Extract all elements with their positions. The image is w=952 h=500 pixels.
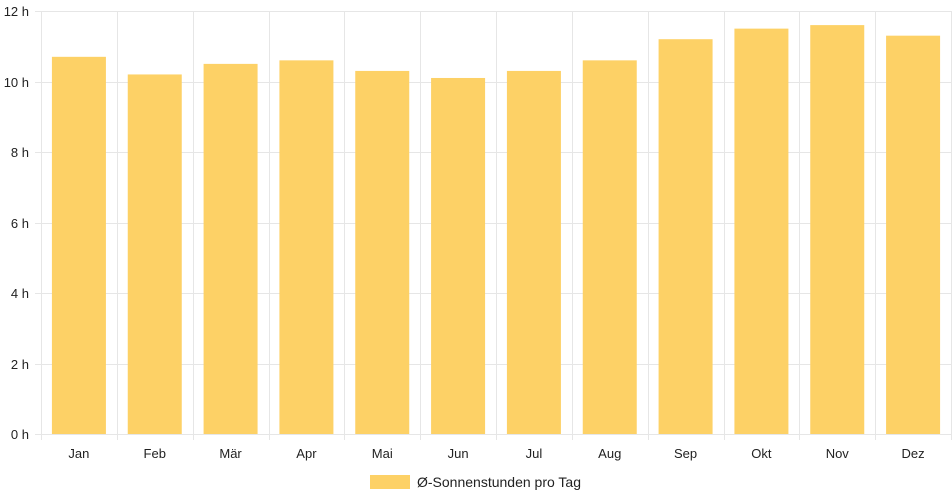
x-tick-label-1: Feb [144,446,166,461]
x-tick-label-6: Jul [526,446,543,461]
x-tick-label-3: Apr [296,446,317,461]
x-tick-label-5: Jun [448,446,469,461]
bar-3[interactable] [279,60,334,434]
bar-1[interactable] [127,74,182,434]
bar-9[interactable] [734,28,789,434]
bar-11[interactable] [886,35,941,435]
x-tick-label-10: Nov [826,446,850,461]
bar-5[interactable] [431,77,486,434]
axes: 0 h 2 h 4 h 6 h 8 h 10 h 12 h Jan Feb Mär Apr Mai Ju… [4,4,925,461]
y-tick-label-2: 4 h [11,286,29,301]
legend-label: Ø-Sonnenstunden pro Tag [417,474,581,490]
y-tick-label-1: 2 h [11,357,29,372]
x-tick-label-4: Mai [372,446,393,461]
x-tick-label-8: Sep [674,446,697,461]
bar-7[interactable] [582,60,637,434]
y-tick-label-4: 8 h [11,145,29,160]
x-tick-label-2: Mär [219,446,242,461]
x-tick-label-7: Aug [598,446,621,461]
bar-2[interactable] [203,63,258,434]
bar-4[interactable] [355,70,410,435]
y-tick-label-6: 12 h [4,4,29,19]
legend-swatch [370,475,410,489]
grid-lines [35,11,952,440]
bars [51,25,941,435]
y-tick-label-5: 10 h [4,75,29,90]
bar-6[interactable] [506,70,561,435]
x-tick-label-9: Okt [751,446,772,461]
x-tick-label-11: Dez [902,446,925,461]
y-tick-label-3: 6 h [11,216,29,231]
x-tick-label-0: Jan [68,446,89,461]
bar-0[interactable] [51,56,106,434]
bar-8[interactable] [658,39,713,434]
y-tick-label-0: 0 h [11,427,29,442]
legend[interactable]: Ø-Sonnenstunden pro Tag [370,474,581,490]
bar-10[interactable] [810,25,865,434]
